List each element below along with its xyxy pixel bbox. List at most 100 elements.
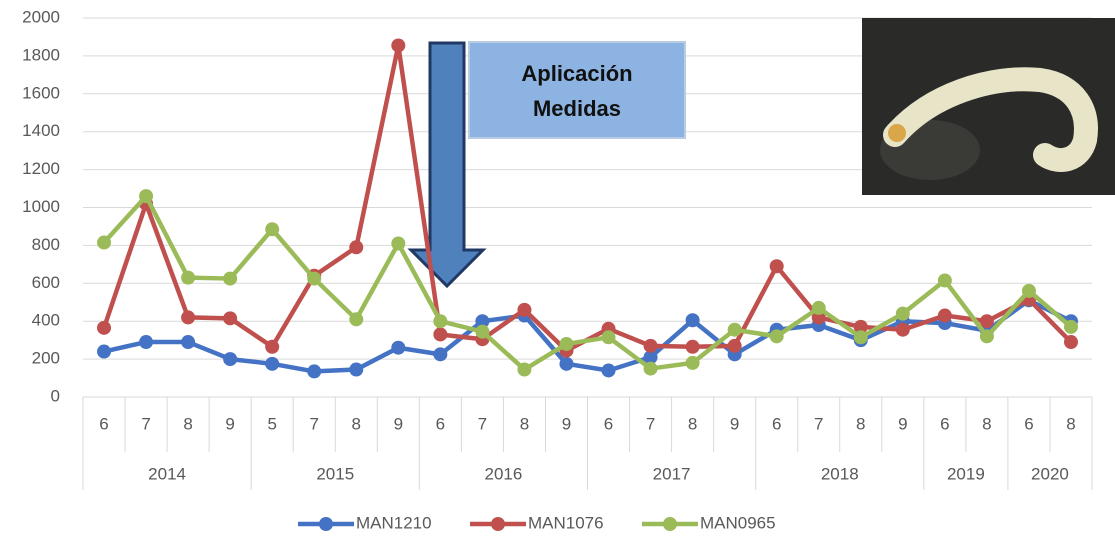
marker bbox=[349, 240, 364, 255]
marker bbox=[97, 320, 112, 335]
y-tick-label: 600 bbox=[32, 273, 60, 292]
marker bbox=[895, 306, 910, 321]
marker bbox=[181, 310, 196, 325]
marker bbox=[97, 344, 112, 359]
marker bbox=[727, 322, 742, 337]
marker bbox=[433, 314, 448, 329]
legend-label: MAN0965 bbox=[700, 513, 776, 532]
legend-marker bbox=[663, 517, 677, 531]
x-tick-label: 9 bbox=[562, 414, 571, 433]
x-tick-label: 8 bbox=[982, 414, 991, 433]
y-tick-label: 200 bbox=[32, 349, 60, 368]
marker bbox=[1063, 319, 1078, 334]
photo bbox=[862, 18, 1115, 195]
marker bbox=[181, 335, 196, 350]
marker bbox=[139, 335, 154, 350]
marker bbox=[391, 38, 406, 53]
marker bbox=[1021, 283, 1036, 298]
annotation-text: Medidas bbox=[533, 96, 621, 121]
x-tick-label: 8 bbox=[688, 414, 697, 433]
x-tick-label: 5 bbox=[267, 414, 276, 433]
marker bbox=[307, 364, 322, 379]
x-tick-label: 7 bbox=[141, 414, 150, 433]
marker bbox=[223, 311, 238, 326]
annotation: Aplicación Medidas bbox=[407, 41, 686, 289]
marker bbox=[643, 361, 658, 376]
legend-label: MAN1210 bbox=[356, 513, 432, 532]
x-tick-label: 8 bbox=[183, 414, 192, 433]
series-line bbox=[103, 298, 1072, 374]
legend-marker bbox=[319, 517, 333, 531]
group-label: 2018 bbox=[821, 464, 859, 483]
x-tick-label: 6 bbox=[436, 414, 445, 433]
marker bbox=[475, 314, 490, 329]
marker bbox=[265, 356, 280, 371]
marker bbox=[223, 271, 238, 286]
group-label: 2017 bbox=[653, 464, 691, 483]
marker bbox=[937, 308, 952, 323]
marker bbox=[937, 273, 952, 288]
legend-marker bbox=[491, 517, 505, 531]
x-tick-label: 9 bbox=[394, 414, 403, 433]
x-tick-label: 9 bbox=[730, 414, 739, 433]
marker bbox=[517, 302, 532, 317]
y-tick-label: 1000 bbox=[22, 197, 60, 216]
marker bbox=[685, 339, 700, 354]
marker bbox=[433, 347, 448, 362]
legend-label: MAN1076 bbox=[528, 513, 604, 532]
marker bbox=[349, 362, 364, 377]
y-tick-label: 1400 bbox=[22, 121, 60, 140]
marker bbox=[811, 300, 826, 315]
marker bbox=[769, 259, 784, 274]
x-tick-label: 6 bbox=[1024, 414, 1033, 433]
annotation-box bbox=[468, 41, 686, 139]
x-tick-label: 7 bbox=[814, 414, 823, 433]
y-tick-label: 1600 bbox=[22, 83, 60, 102]
x-tick-label: 6 bbox=[940, 414, 949, 433]
y-tick-label: 0 bbox=[51, 386, 60, 405]
marker bbox=[727, 338, 742, 353]
marker bbox=[685, 313, 700, 328]
marker bbox=[685, 355, 700, 370]
group-label: 2015 bbox=[316, 464, 354, 483]
y-tick-label: 1200 bbox=[22, 159, 60, 178]
x-tick-label: 7 bbox=[478, 414, 487, 433]
x-tick-label: 9 bbox=[225, 414, 234, 433]
marker bbox=[853, 319, 868, 334]
marker bbox=[769, 329, 784, 344]
y-tick-label: 2000 bbox=[22, 7, 60, 26]
group-label: 2016 bbox=[485, 464, 523, 483]
group-label: 2020 bbox=[1031, 464, 1069, 483]
y-tick-label: 800 bbox=[32, 235, 60, 254]
x-tick-label: 7 bbox=[646, 414, 655, 433]
y-tick-label: 400 bbox=[32, 311, 60, 330]
x-tick-label: 6 bbox=[604, 414, 613, 433]
marker bbox=[643, 338, 658, 353]
marker bbox=[979, 314, 994, 329]
x-tick-label: 8 bbox=[1066, 414, 1075, 433]
marker bbox=[391, 236, 406, 251]
marker bbox=[853, 330, 868, 345]
marker bbox=[517, 362, 532, 377]
x-tick-label: 8 bbox=[856, 414, 865, 433]
marker bbox=[475, 324, 490, 339]
marker bbox=[559, 356, 574, 371]
x-tick-label: 6 bbox=[99, 414, 108, 433]
marker bbox=[181, 270, 196, 285]
series-line bbox=[102, 193, 1073, 372]
marker bbox=[601, 363, 616, 378]
marker bbox=[97, 235, 112, 250]
marker bbox=[601, 330, 616, 345]
marker bbox=[895, 322, 910, 337]
x-tick-label: 8 bbox=[352, 414, 361, 433]
group-label: 2014 bbox=[148, 464, 186, 483]
marker bbox=[559, 336, 574, 351]
marker bbox=[223, 352, 238, 367]
marker bbox=[349, 312, 364, 327]
annotation-text: Aplicación bbox=[521, 61, 632, 86]
marker bbox=[1063, 335, 1078, 350]
marker bbox=[265, 222, 280, 237]
x-tick-label: 7 bbox=[309, 414, 318, 433]
marker bbox=[139, 189, 154, 204]
